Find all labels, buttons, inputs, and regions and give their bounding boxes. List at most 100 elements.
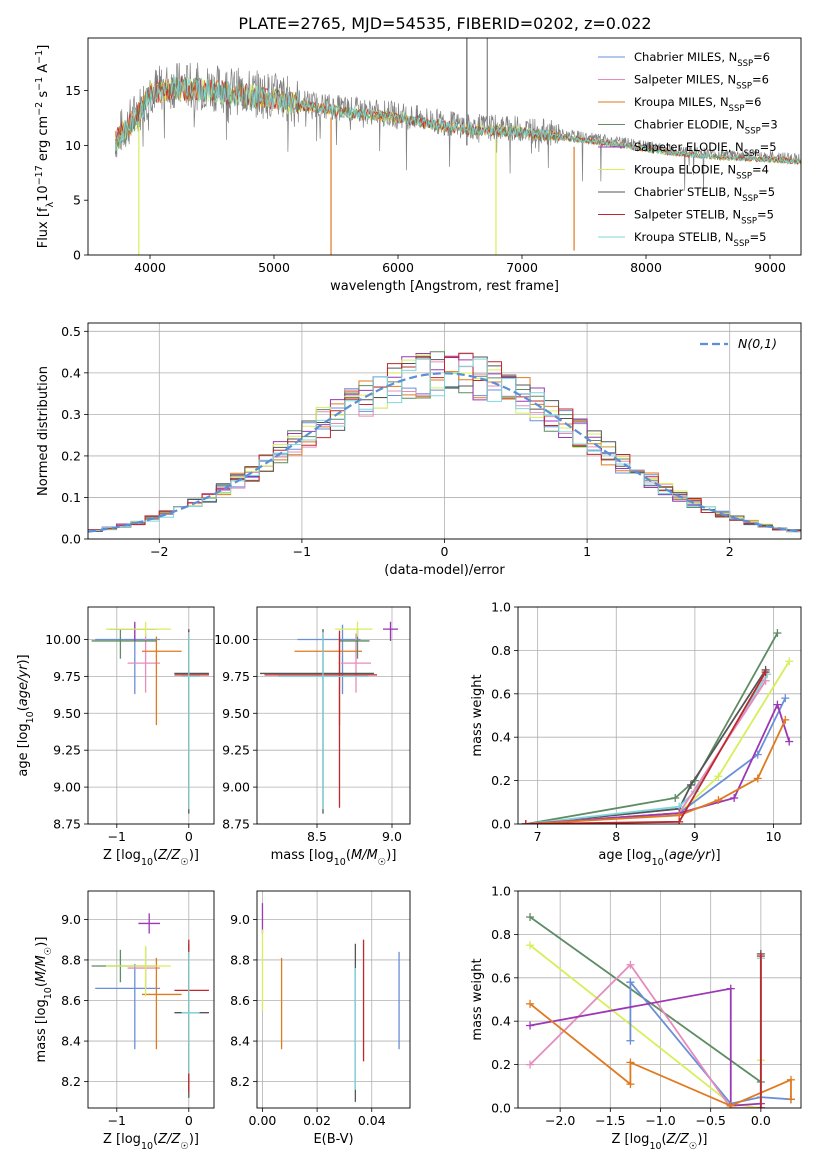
y-tick-label: 8.75 — [222, 817, 250, 832]
panel-residuals: −2 −1 0 1 2 0.0 0.1 0.2 0.3 0.4 0.5 (data-model)/er… — [36, 322, 802, 578]
x-axis-label-part: 10 — [649, 1141, 661, 1152]
legend-value: =4 — [752, 163, 769, 177]
x-axis-label-part: )] — [710, 848, 720, 863]
series-line-salpeter_stelib — [525, 671, 767, 824]
x-axis-label: mass [log10(M/M☉)] — [271, 848, 397, 868]
x-tick-label: 9.0 — [382, 829, 402, 844]
y-tick-label: 15 — [65, 83, 81, 98]
y-tick-label: 0.5 — [61, 324, 81, 339]
plot-area — [260, 621, 398, 814]
x-tick-label: 0.0 — [751, 1113, 771, 1128]
x-tick-label: 7000 — [506, 260, 538, 275]
legend-value: =6 — [744, 95, 761, 109]
y-axis-label-part: age/yr — [16, 663, 31, 706]
legend-value: =5 — [758, 185, 775, 199]
y-tick-label: 0.2 — [491, 773, 511, 788]
x-tick-label: 0 — [185, 829, 193, 844]
y-tick-label: 9.0 — [230, 912, 250, 927]
legend-value: =5 — [757, 208, 774, 222]
x-axis-label-part: (data-model)/error — [384, 563, 505, 578]
x-axis-label-part: )] — [386, 848, 396, 863]
y-tick-label: 0.1 — [61, 490, 81, 505]
y-tick-label: 0.4 — [491, 1014, 511, 1029]
axes-frame — [87, 322, 802, 540]
x-axis-label-part: )] — [189, 848, 199, 863]
x-tick-label: 10 — [766, 829, 782, 844]
legend-text: Kroupa STELIB, N — [634, 230, 734, 244]
y-axis-label-part: −1 — [34, 50, 45, 64]
legend-subscript: SSP — [729, 104, 745, 114]
y-tick-label: 0.0 — [491, 1101, 511, 1116]
legend-text: Salpeter STELIB, N — [634, 208, 741, 222]
legend-value: =3 — [761, 118, 778, 132]
series-line-chabrier_elodie — [525, 632, 779, 824]
y-axis-label-part: −2 — [34, 102, 45, 116]
x-tick-label: 8.5 — [307, 829, 327, 844]
axes-frame — [87, 37, 802, 256]
x-axis-label: Z [log10(Z/Z☉)] — [103, 848, 199, 868]
axes-frame — [87, 606, 215, 825]
y-tick-label: 10.00 — [45, 632, 81, 647]
series-line-chabrier_elodie — [529, 916, 762, 1108]
y-tick-label: 8.8 — [230, 952, 250, 967]
x-tick-label: −1.5 — [595, 1113, 625, 1128]
y-tick-label: 0.2 — [61, 448, 81, 463]
x-axis-label-part: ( — [664, 848, 669, 863]
legend-entry: Kroupa STELIB, NSSP=5 — [634, 230, 766, 249]
data-spectrum — [114, 62, 801, 194]
y-tick-label: 9.00 — [222, 780, 250, 795]
x-axis-label-part: Z [log — [612, 1132, 650, 1147]
y-tick-label: 0.0 — [61, 532, 81, 547]
y-tick-label: 8.6 — [61, 993, 81, 1008]
x-tick-label: 0.04 — [358, 1113, 386, 1128]
x-tick-label: 4000 — [134, 260, 166, 275]
y-axis-label-part: ( — [34, 982, 49, 987]
legend-entry: Salpeter MILES, NSSP=6 — [634, 73, 769, 92]
x-tick-label: −1 — [293, 544, 311, 559]
y-axis-label: mass [log10(M/M☉)] — [34, 937, 54, 1063]
y-axis-label-part: )] — [34, 937, 49, 947]
y-tick-label: 9.50 — [53, 706, 81, 721]
x-axis-label-part: ( — [153, 1132, 158, 1147]
x-axis-label-part: ☉ — [180, 857, 189, 868]
y-tick-label: 0.0 — [491, 817, 511, 832]
y-tick-label: 5 — [73, 193, 81, 208]
legend-subscript: SSP — [745, 127, 761, 137]
y-axis-label-part: s — [36, 91, 51, 102]
x-axis-label-part: wavelength [Angstrom, rest frame] — [330, 279, 559, 294]
legend-value: =6 — [753, 50, 770, 64]
legend-entry: Chabrier STELIB, NSSP=5 — [634, 185, 775, 204]
x-tick-label: 7 — [534, 829, 542, 844]
plot-area — [526, 913, 795, 1108]
y-axis-label-part: 10 — [25, 711, 36, 723]
legend-entry: Chabrier MILES, NSSP=6 — [634, 50, 770, 69]
x-axis-label-part: )] — [697, 1132, 707, 1147]
histogram-salpeter_stelib — [88, 352, 801, 532]
x-axis-label-part: ( — [346, 848, 351, 863]
x-axis-label-part: Z/Z — [666, 1132, 690, 1147]
legend-subscript: SSP — [744, 149, 760, 159]
x-tick-label: 0.00 — [249, 1113, 277, 1128]
model-spectrum-kroupa_stelib — [114, 76, 801, 165]
x-axis-label-part: Z [log — [103, 848, 141, 863]
x-tick-label: −1 — [108, 829, 126, 844]
x-tick-label: 0 — [441, 544, 449, 559]
x-axis-label: (data-model)/error — [384, 563, 505, 578]
y-tick-label: 0.8 — [491, 643, 511, 658]
x-axis-label-part: 10 — [141, 857, 153, 868]
legend-value: =5 — [760, 140, 777, 154]
series-line-chabrier_miles — [525, 697, 787, 824]
x-axis-label-part: 10 — [334, 857, 346, 868]
legend-entry: Kroupa MILES, NSSP=6 — [634, 95, 761, 114]
x-axis-label-part: ☉ — [689, 1141, 698, 1152]
series-line-kroupa_stelib — [525, 673, 768, 824]
plot-area — [114, 38, 801, 255]
x-axis-label: Z [log10(Z/Z☉)] — [612, 1132, 708, 1152]
legend-text: Chabrier MILES, N — [634, 50, 737, 64]
x-axis-label: Z [log10(Z/Z☉)] — [103, 1132, 199, 1152]
legend-entry: Kroupa ELODIE, NSSP=4 — [634, 163, 769, 182]
x-tick-label: −2.0 — [545, 1113, 575, 1128]
y-tick-label: 1.0 — [491, 884, 511, 899]
y-axis-label-part: −1 — [34, 77, 45, 91]
